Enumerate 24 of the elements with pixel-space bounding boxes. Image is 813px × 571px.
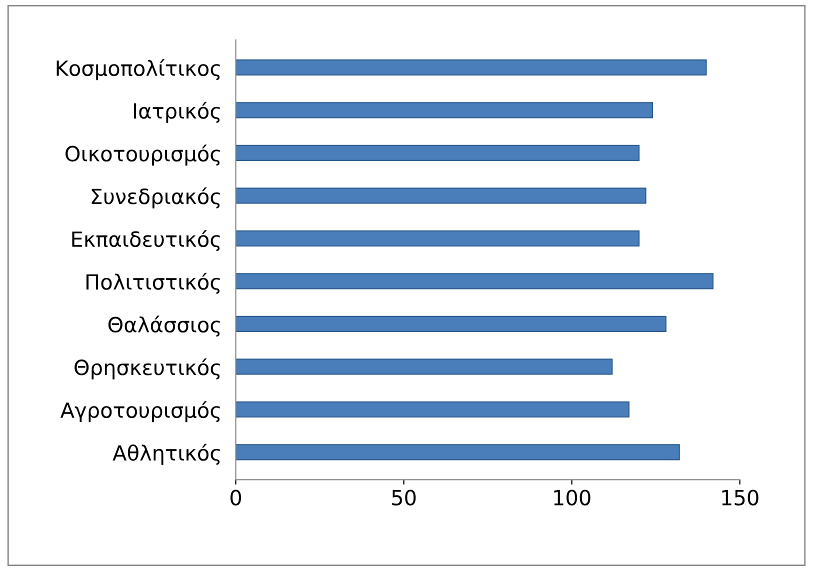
bar <box>236 188 646 204</box>
bar <box>236 358 613 375</box>
y-tick-label: Θρησκευτικός <box>74 358 220 380</box>
bar <box>236 144 640 161</box>
y-tick-label: Αθλητικός <box>112 444 220 465</box>
bar <box>236 102 654 118</box>
x-tick-label: 50 <box>392 490 416 506</box>
bar <box>236 59 707 76</box>
bar <box>236 316 666 332</box>
x-tick-label: 100 <box>554 490 590 506</box>
y-tick-label: Οικοτουρισμός <box>66 144 220 166</box>
x-tick-label: 0 <box>230 490 242 506</box>
bar <box>236 230 640 246</box>
y-tick-label: Πολιτιστικός <box>86 272 220 294</box>
bar <box>236 401 630 418</box>
y-tick-label: Συνεδριακός <box>92 187 220 208</box>
y-tick-label: Κοσμοπολίτικος <box>56 59 220 80</box>
bar <box>236 444 680 460</box>
y-tick-label: Ιατρικός <box>134 102 220 123</box>
bar <box>236 273 714 290</box>
y-tick-label: Αγροτουρισμός <box>60 401 220 422</box>
x-tick-label: 150 <box>722 490 758 506</box>
y-tick-label: Θαλάσσιος <box>108 316 220 337</box>
y-tick-label: Εκπαιδευτικός <box>72 230 220 252</box>
